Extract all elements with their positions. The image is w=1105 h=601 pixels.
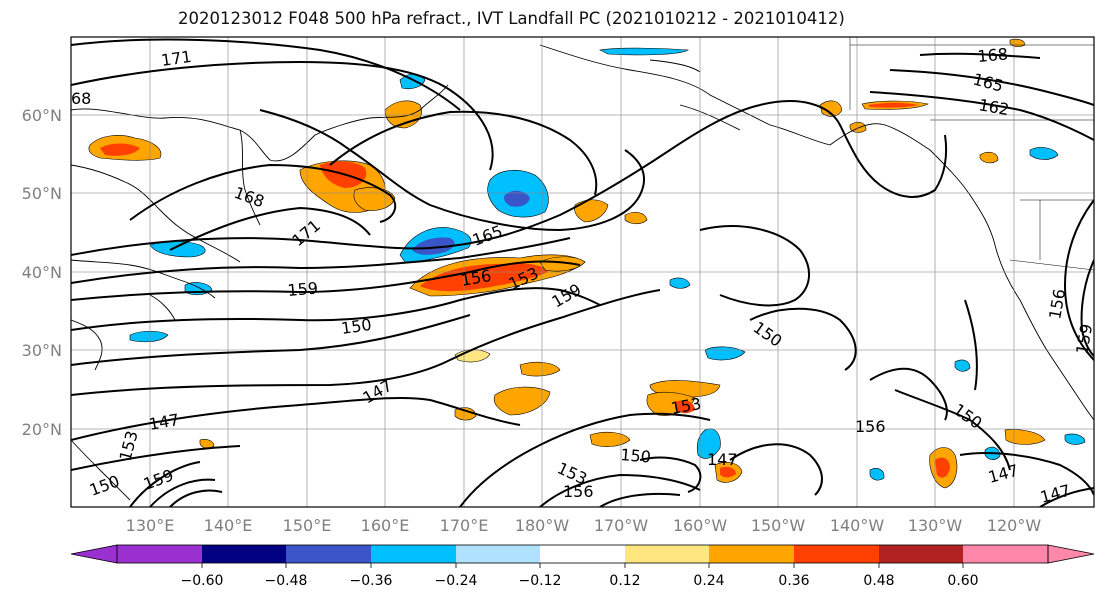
contour-label: 159 <box>287 278 319 300</box>
colorbar-ticks <box>201 563 964 568</box>
colorbar-tick-label: 0.12 <box>609 573 640 589</box>
lon-label: 170°W <box>594 516 649 535</box>
colorbar-tick-label: 0.24 <box>693 573 724 589</box>
colorbar-tick-label: −0.36 <box>350 573 393 589</box>
contour-label: 150 <box>340 315 373 338</box>
colorbar-outline <box>116 544 1049 564</box>
lat-label-40n: 40°N <box>22 263 62 282</box>
lon-label: 130°E <box>126 516 175 535</box>
colorbar-segment <box>794 545 879 563</box>
lon-label: 150°E <box>283 516 332 535</box>
colorbar-segment <box>456 545 540 563</box>
figure-title-area: 2020123012 F048 500 hPa refract., IVT La… <box>0 0 1105 30</box>
lon-label: 140°W <box>830 516 885 535</box>
latitude-labels: 60°N 50°N 40°N 30°N 20°N <box>22 106 62 439</box>
colorbar-segment <box>202 545 286 563</box>
contour-label: 68 <box>71 89 91 108</box>
graticule <box>71 37 1094 507</box>
lat-label-60n: 60°N <box>22 106 62 125</box>
colorbar-tick-label: 0.36 <box>778 573 809 589</box>
colorbar-segment <box>286 545 371 563</box>
colorbar-segment <box>371 545 456 563</box>
border-layer <box>849 37 1094 271</box>
contour-label: 150 <box>620 445 652 467</box>
colorbar-tick-labels: −0.60 −0.48 −0.36 −0.24 −0.12 0.12 0.24 … <box>181 573 979 589</box>
longitude-labels: 130°E 140°E 150°E 160°E 170°E 180°W 170°… <box>126 516 1042 535</box>
colorbar-tick-label: −0.60 <box>181 573 224 589</box>
lon-label: 150°W <box>751 516 806 535</box>
colorbar-segment <box>879 545 963 563</box>
colorbar: −0.60 −0.48 −0.36 −0.24 −0.12 0.12 0.24 … <box>70 544 1095 589</box>
colorbar-segment <box>963 545 1048 563</box>
map-frame <box>70 36 1095 508</box>
colorbar-tick-label: −0.48 <box>265 573 308 589</box>
contour-label: 168 <box>977 44 1009 66</box>
lat-label-30n: 30°N <box>22 341 62 360</box>
lon-label: 180°W <box>515 516 570 535</box>
colorbar-max-extend <box>1047 544 1095 564</box>
lon-label: 160°W <box>673 516 728 535</box>
lon-label: 120°W <box>987 516 1042 535</box>
lat-label-20n: 20°N <box>22 420 62 439</box>
colorbar-segment <box>625 545 709 563</box>
contour-label: 171 <box>160 47 193 70</box>
colorbar-tick-label: −0.24 <box>435 573 478 589</box>
colorbar-segment <box>540 545 625 563</box>
contour-label: 156 <box>855 417 886 436</box>
colorbar-tick-label: 0.48 <box>863 573 894 589</box>
anomaly-fill-layer <box>88 38 1086 489</box>
lon-label: 170°E <box>440 516 489 535</box>
colorbar-tick-label: 0.60 <box>947 573 978 589</box>
refractivity-contours <box>71 38 1094 507</box>
contour-label: 147 <box>707 450 738 469</box>
lon-label: 130°W <box>908 516 963 535</box>
lon-label: 160°E <box>361 516 410 535</box>
colorbar-tick-label: −0.12 <box>519 573 562 589</box>
colorbar-segment <box>709 545 794 563</box>
contour-label: 156 <box>563 482 594 501</box>
figure-title: 2020123012 F048 500 hPa refract., IVT La… <box>178 9 845 28</box>
lon-label: 140°E <box>204 516 253 535</box>
colorbar-min-extend <box>70 544 118 564</box>
lat-label-50n: 50°N <box>22 184 62 203</box>
contour-label: 159 <box>1072 322 1096 355</box>
colorbar-segment <box>117 545 202 563</box>
